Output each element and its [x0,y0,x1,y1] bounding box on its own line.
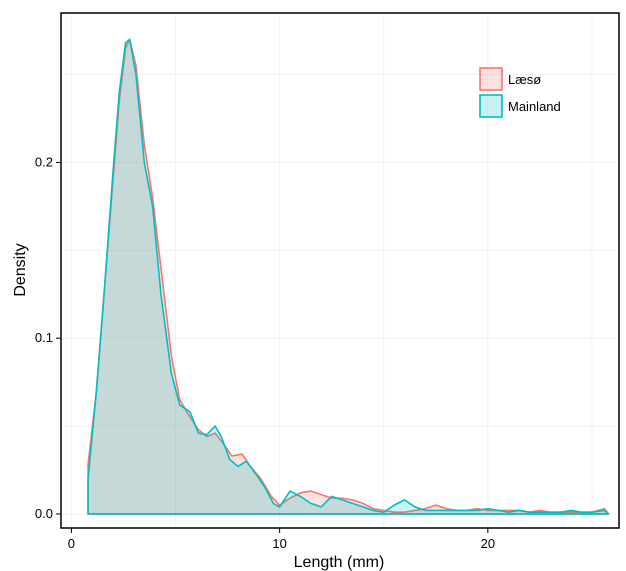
x-tick-label: 0 [68,536,75,551]
series-layer [87,38,610,515]
legend-label-mainland: Mainland [508,99,561,114]
grid-layer [61,13,619,528]
legend: Læsø Mainland [479,67,561,118]
x-tick-label: 20 [481,536,495,551]
legend-label-laeso: Læsø [508,72,541,87]
legend-key-laeso [479,67,503,91]
y-axis-title: Density [12,243,29,296]
x-tick-label: 10 [272,536,286,551]
y-tick-label: 0.1 [35,330,53,345]
series-area-mainland [87,38,610,515]
x-axis-title: Length (mm) [294,554,385,571]
axis-layer: 0 10 20 0.0 0.1 0.2 [35,154,495,551]
y-tick-label: 0.2 [35,154,53,169]
plot-border [60,12,620,529]
legend-key-mainland [479,94,503,118]
y-tick-label: 0.0 [35,506,53,521]
